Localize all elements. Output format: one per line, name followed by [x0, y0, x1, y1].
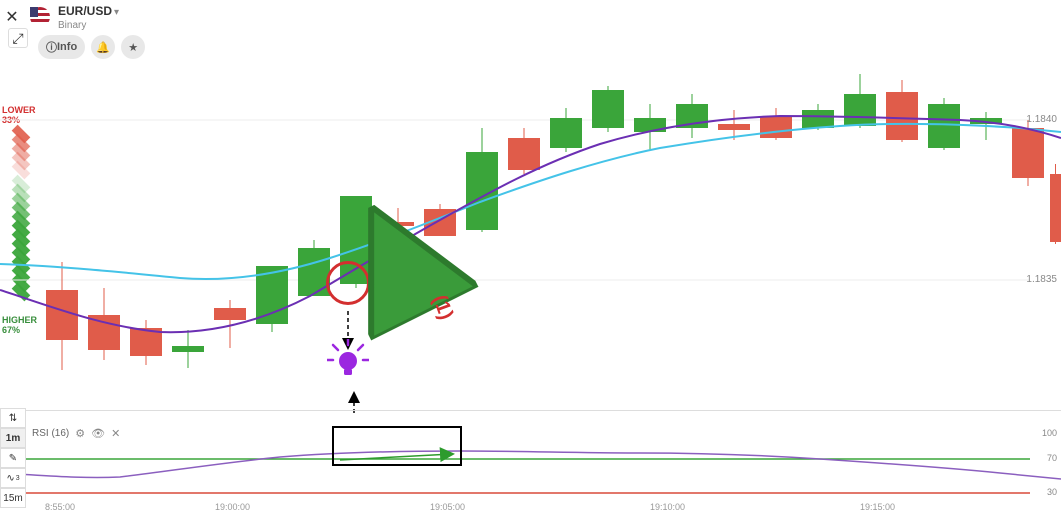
close-rsi-icon[interactable]: ✕ — [111, 427, 120, 440]
price-axis-label: 1.1840 — [1026, 114, 1057, 125]
rsi-header: RSI (16) ⚙ 👁 ✕ — [32, 427, 120, 440]
sentiment-higher: HIGHER 67% — [2, 315, 37, 335]
sentiment-lower-label: LOWER — [2, 105, 36, 115]
eye-icon[interactable]: 👁 — [91, 427, 105, 440]
rsi-panel: RSI (16) ⚙ 👁 ✕ 100 70 30 — [0, 410, 1061, 514]
info-label: Info — [57, 41, 77, 53]
rsi-chart[interactable] — [0, 411, 1061, 515]
candlestick-chart[interactable] — [0, 0, 1061, 410]
sentiment-higher-pct: 67% — [2, 325, 37, 335]
currency-flag-icon — [30, 7, 50, 27]
sentiment-lower: LOWER 33% — [2, 105, 36, 125]
sentiment-lower-diamonds — [12, 128, 30, 173]
time-axis-label: 19:05:00 — [430, 502, 465, 512]
annotation-circle — [326, 261, 370, 305]
timeframe-15m[interactable]: 15m — [0, 488, 26, 508]
bell-icon[interactable]: 🔔 — [91, 35, 115, 59]
rsi-label: RSI (16) — [32, 428, 69, 439]
expand-icon[interactable]: ⤢ — [8, 28, 28, 48]
close-icon[interactable]: ✕ — [2, 7, 22, 27]
annotation-label-1: (1) — [427, 292, 457, 323]
indicator-btn[interactable]: ⇅ — [0, 408, 26, 428]
symbol-type: Binary — [58, 20, 119, 31]
timeframe-1m[interactable]: 1m — [0, 428, 26, 448]
rsi-level-label: 100 — [1042, 428, 1057, 438]
price-axis-label: 1.1835 — [1026, 274, 1057, 285]
symbol-actions: ⓘ Info 🔔 ★ — [38, 35, 145, 59]
annotation-green-arrow — [0, 0, 1061, 410]
gear-icon[interactable]: ⚙ — [75, 427, 85, 440]
annotation-rsi-box — [332, 426, 462, 466]
rsi-level-label: 70 — [1047, 453, 1057, 463]
lightbulb-icon — [327, 339, 369, 386]
symbol-info[interactable]: EUR/USD▾ Binary — [58, 2, 119, 31]
sentiment-higher-diamonds — [12, 178, 30, 295]
time-axis-label: 19:10:00 — [650, 502, 685, 512]
line-type-btn[interactable]: ∿3 — [0, 468, 26, 488]
time-axis-label: 19:15:00 — [860, 502, 895, 512]
chart-header: ✕ EUR/USD▾ Binary — [2, 2, 119, 31]
info-button[interactable]: ⓘ Info — [38, 35, 85, 59]
chevron-down-icon: ▾ — [114, 7, 119, 18]
rsi-level-label: 30 — [1047, 487, 1057, 497]
sentiment-higher-label: HIGHER — [2, 315, 37, 325]
time-axis-label: 8:55:00 — [45, 502, 75, 512]
time-axis-label: 19:00:00 — [215, 502, 250, 512]
star-icon[interactable]: ★ — [121, 35, 145, 59]
symbol-pair: EUR/USD — [58, 4, 112, 18]
draw-btn[interactable]: ✎ — [0, 448, 26, 468]
sentiment-lower-pct: 33% — [2, 115, 36, 125]
side-toolbar: ⇅1m✎∿315m — [0, 408, 26, 508]
